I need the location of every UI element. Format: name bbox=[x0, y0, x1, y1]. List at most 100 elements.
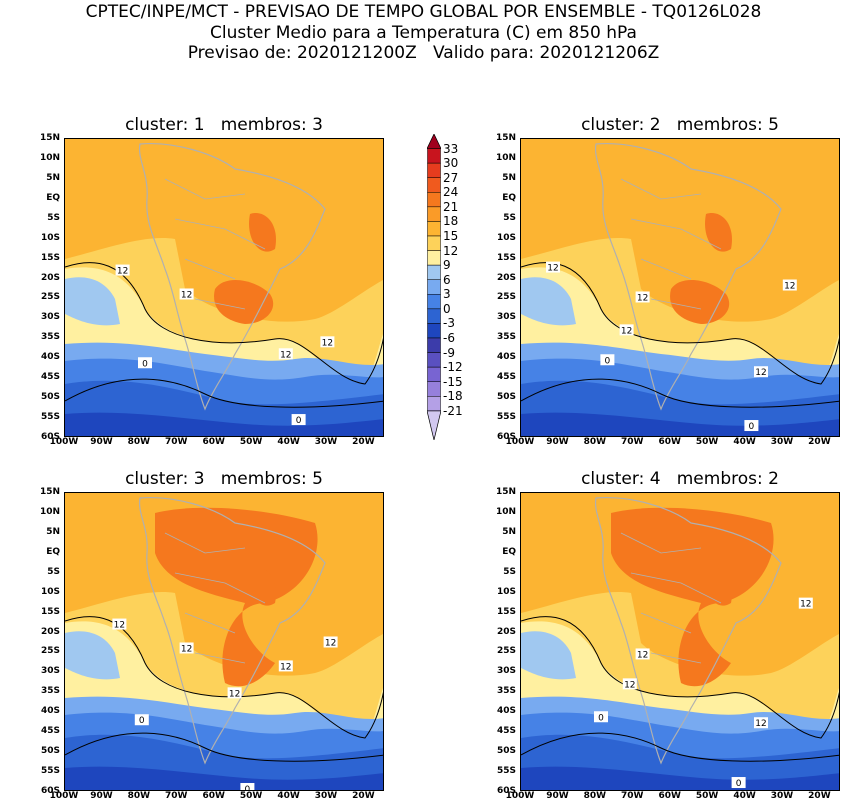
temperature-map-panel: 12 12 12 12 12 0 0 bbox=[520, 138, 840, 437]
lat-tick-label: 5N bbox=[46, 526, 60, 537]
contour-label-text: 12 bbox=[325, 639, 336, 649]
colorbar-swatch bbox=[427, 177, 441, 193]
colorbar-label: 9 bbox=[443, 258, 451, 273]
contour-label-bg bbox=[134, 714, 149, 726]
country-borders bbox=[164, 532, 266, 664]
contour-label-bg bbox=[278, 660, 293, 672]
lon-tick-label: 100W bbox=[505, 791, 535, 801]
colorbar-label: 18 bbox=[443, 214, 459, 229]
contour-label: 12 bbox=[112, 618, 127, 631]
contour-label: 12 bbox=[323, 636, 338, 649]
lat-tick-label: 5N bbox=[46, 172, 60, 183]
colorbar-label: -9 bbox=[443, 345, 455, 360]
field-6-9 bbox=[521, 277, 576, 326]
contour-label: 12 bbox=[622, 678, 637, 690]
lon-tick-label: 60W bbox=[658, 791, 681, 801]
temperature-map-panel: 12 12 12 12 0 0 bbox=[520, 492, 840, 791]
colorbar-label: 21 bbox=[443, 199, 459, 214]
contour-label-bg bbox=[622, 678, 637, 690]
contour-line-0 bbox=[521, 732, 839, 762]
panel-title: cluster: 4 membros: 2 bbox=[581, 469, 779, 489]
panel-title: cluster: 1 membros: 3 bbox=[125, 115, 323, 135]
colorbar-label: -12 bbox=[443, 360, 463, 375]
contour-label: 12 bbox=[227, 687, 242, 699]
colorbar-swatch bbox=[427, 206, 441, 222]
lon-tick-label: 60W bbox=[658, 437, 681, 447]
contour-label-bg bbox=[278, 348, 293, 360]
lat-tick-label: 40S bbox=[40, 706, 60, 717]
lat-tick-label: 15S bbox=[496, 252, 516, 263]
warm-core-region bbox=[155, 507, 318, 687]
temperature-map-panel: 12 12 12 12 12 0 0 bbox=[64, 492, 384, 791]
contour-label-bg bbox=[179, 642, 194, 654]
map-svg: 12 12 12 12 12 0 0 bbox=[521, 139, 839, 436]
contour-label-text: 0 bbox=[245, 785, 251, 791]
contour-label: 0 bbox=[600, 354, 615, 366]
contour-label-text: 12 bbox=[280, 662, 291, 672]
lat-tick-label: 10N bbox=[39, 506, 60, 517]
contour-label-bg bbox=[112, 618, 127, 630]
contour-label-bg bbox=[619, 324, 634, 336]
colorbar-label: 30 bbox=[443, 156, 459, 171]
lon-tick-label: 50W bbox=[695, 437, 719, 447]
contour-label-bg bbox=[782, 279, 797, 291]
contour-line-12 bbox=[521, 262, 839, 385]
colorbar-swatch bbox=[427, 323, 441, 339]
lat-tick-label: 5S bbox=[47, 212, 60, 223]
contour-label: 12 bbox=[754, 717, 768, 729]
contour-line-0 bbox=[65, 732, 383, 762]
colorbar-swatch bbox=[427, 279, 441, 295]
lon-tick-label: 80W bbox=[127, 437, 151, 447]
contour-label: 12 bbox=[320, 336, 335, 348]
lat-tick-label: 60S bbox=[496, 432, 516, 442]
lon-tick-label: 60W bbox=[202, 437, 225, 447]
contour-label-bg bbox=[754, 717, 768, 729]
contour-line-12 bbox=[65, 262, 383, 385]
field-minus6-minus3 bbox=[521, 766, 839, 790]
lat-tick-label: 55S bbox=[40, 766, 60, 777]
lat-tick-label: 5S bbox=[47, 566, 60, 577]
colorbar-label: -3 bbox=[443, 316, 455, 331]
contour-label: 12 bbox=[278, 660, 293, 672]
continent-outline bbox=[594, 496, 782, 765]
colorbar-label: 3 bbox=[443, 287, 451, 302]
contour-label: 0 bbox=[291, 414, 306, 426]
lat-tick-label: 35S bbox=[496, 332, 516, 343]
map-svg: 12 12 12 12 0 0 bbox=[521, 493, 839, 790]
lat-tick-label: 10S bbox=[40, 232, 60, 243]
lat-tick-label: 45S bbox=[496, 726, 516, 737]
lon-tick-label: 40W bbox=[277, 437, 300, 447]
contour-label-bg bbox=[754, 366, 768, 378]
lon-tick-label: 20W bbox=[352, 791, 375, 801]
contour-label-text: 12 bbox=[800, 600, 811, 610]
warm-core-region bbox=[611, 507, 774, 687]
contour-label-bg bbox=[240, 783, 255, 790]
lon-tick-label: 80W bbox=[127, 791, 151, 801]
panel-title: cluster: 2 membros: 5 bbox=[581, 115, 779, 135]
contour-label-text: 0 bbox=[749, 422, 755, 432]
colorbar-swatch bbox=[427, 264, 441, 280]
lon-tick-label: 20W bbox=[808, 791, 831, 801]
contour-line-12 bbox=[521, 616, 839, 739]
contour-label: 0 bbox=[744, 420, 759, 432]
colorbar-label: -18 bbox=[443, 389, 463, 404]
contour-label-bg bbox=[227, 687, 242, 699]
contour-label-bg bbox=[115, 264, 130, 276]
lat-tick-label: 50S bbox=[496, 392, 516, 403]
lat-tick-label: 15N bbox=[495, 487, 516, 497]
lat-tick-label: 40S bbox=[496, 706, 516, 717]
colorbar-swatch bbox=[427, 192, 441, 208]
field-minus6-minus3 bbox=[521, 412, 839, 436]
lat-tick-label: 25S bbox=[40, 292, 60, 303]
contour-label-text: 0 bbox=[142, 359, 148, 369]
contour-line-12 bbox=[65, 616, 383, 739]
lon-tick-label: 50W bbox=[239, 791, 263, 801]
contour-label-bg bbox=[731, 777, 746, 789]
continent-outline bbox=[138, 496, 326, 765]
colorbar-swatch bbox=[427, 308, 441, 324]
lat-tick-label: 55S bbox=[496, 766, 516, 777]
colorbar-top-arrow bbox=[426, 133, 442, 149]
warm-region-north bbox=[705, 213, 732, 252]
lon-tick-label: 70W bbox=[621, 437, 644, 447]
contour-label-bg bbox=[291, 414, 306, 426]
